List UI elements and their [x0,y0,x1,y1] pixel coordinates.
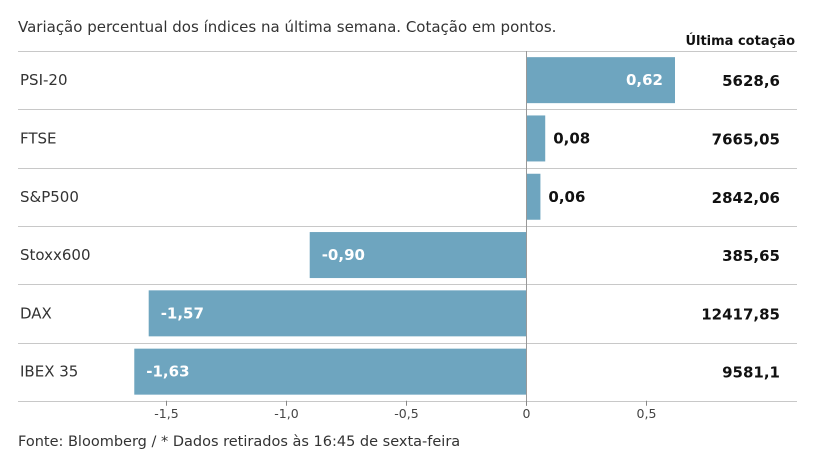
bar [134,348,526,395]
category-label: PSI-20 [20,71,68,89]
tick-label: -1,5 [154,406,178,421]
last-quote-value: 5628,6 [722,72,780,90]
data-label: 0,06 [548,188,585,206]
tick-label: -1,0 [274,406,298,421]
data-label: 0,08 [553,129,590,147]
last-quote-value: 12417,85 [701,305,780,323]
source-note: Fonte: Bloomberg / * Dados retirados às … [18,434,461,450]
tick-label: -0,5 [394,406,418,421]
bar [309,232,526,279]
category-label: S&P500 [20,188,79,206]
data-label: -0,90 [322,246,365,264]
category-label: FTSE [20,129,57,147]
bar [526,115,546,162]
category-label: DAX [20,304,52,322]
last-quote-header: Última cotação [685,34,795,49]
data-label: -1,57 [161,304,204,322]
last-quote-value: 9581,1 [722,364,780,382]
last-quote-value: 2842,06 [712,189,780,207]
tick-label: 0,5 [637,406,657,421]
bar [526,173,541,220]
category-label: IBEX 35 [20,363,78,381]
tick-label: 0 [523,406,531,421]
data-label: 0,62 [626,71,663,89]
last-quote-value: 385,65 [722,247,780,265]
bar [148,290,526,337]
last-quote-value: 7665,05 [712,130,780,148]
bar [526,57,675,104]
data-label: -1,63 [146,363,189,381]
chart-subtitle: Variação percentual dos índices na últim… [18,18,557,36]
category-label: Stoxx600 [20,246,91,264]
